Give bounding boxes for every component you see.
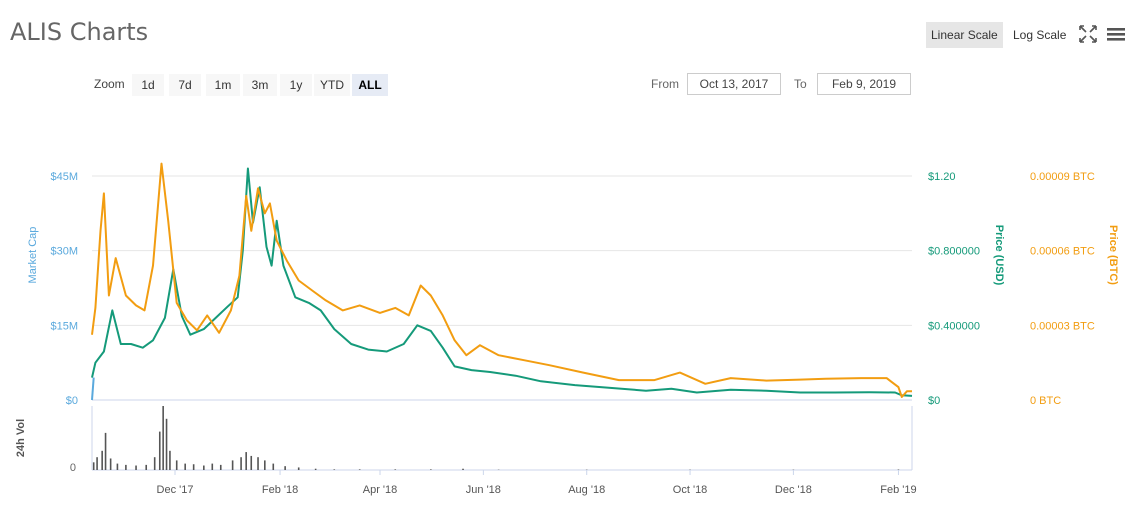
price-btc-tick-label: 0 BTC [1030, 395, 1061, 407]
zoom-7d-button[interactable]: 7d [169, 74, 201, 96]
volume-bar [314, 468, 317, 470]
price-usd-tick-label: $0 [928, 395, 940, 407]
x-tick-label: Feb '18 [262, 484, 298, 496]
volume-bar [333, 469, 336, 470]
to-date-input[interactable]: Feb 9, 2019 [817, 73, 911, 95]
volume-bar [240, 457, 242, 470]
x-tick-label: Aug '18 [568, 484, 605, 496]
series-line-market-cap [91, 377, 95, 401]
from-label: From [651, 77, 679, 91]
volume-bar [158, 431, 161, 470]
volume-tick-label: 0 [70, 462, 76, 474]
market-cap-tick-label: $30M [50, 246, 78, 258]
price-usd-axis-title: Price (USD) [993, 225, 1005, 286]
price-btc-tick-label: 0.00006 BTC [1030, 246, 1095, 258]
x-tick-label: Feb '19 [880, 484, 916, 496]
volume-bar [264, 460, 266, 470]
series-line-price-btc [91, 162, 912, 398]
volume-bar [104, 432, 107, 470]
market-cap-axis-title: Market Cap [27, 227, 39, 284]
market-cap-tick-label: $15M [50, 320, 78, 332]
volume-bar [394, 469, 397, 470]
volume-bar [165, 418, 168, 470]
zoom-1d-button[interactable]: 1d [132, 74, 164, 96]
volume-bar [169, 450, 171, 470]
price-usd-tick-label: $0.800000 [928, 246, 980, 258]
volume-bar [162, 406, 164, 470]
zoom-label: Zoom [94, 77, 125, 91]
zoom-all-button[interactable]: ALL [352, 74, 388, 96]
volume-bar [96, 457, 98, 470]
to-label: To [794, 77, 807, 91]
x-tick-label: Jun '18 [466, 484, 501, 496]
volume-bar [109, 458, 112, 470]
zoom-1m-button[interactable]: 1m [206, 74, 240, 96]
volume-bar [430, 469, 432, 470]
price-btc-tick-label: 0.00003 BTC [1030, 320, 1095, 332]
linear-scale-button[interactable]: Linear Scale [926, 22, 1003, 48]
page-title: ALIS Charts [10, 18, 149, 46]
volume-bar [101, 450, 103, 470]
price-btc-axis-title: Price (BTC) [1107, 225, 1119, 285]
volume-bar [897, 469, 900, 470]
zoom-ytd-button[interactable]: YTD [314, 74, 350, 96]
volume-bar [135, 465, 137, 470]
market-cap-tick-label: $45M [50, 171, 78, 183]
volume-bar [153, 457, 156, 470]
volume-bar [203, 465, 205, 470]
volume-bar [272, 463, 275, 470]
volume-bar [297, 467, 300, 470]
series-line-price-usd [91, 167, 913, 397]
price-usd-tick-label: $1.20 [928, 171, 956, 183]
log-scale-button[interactable]: Log Scale [1013, 28, 1067, 42]
volume-bar [219, 464, 222, 470]
volume-axis-title: 24h Vol [15, 419, 27, 457]
x-tick-label: Dec '17 [157, 484, 194, 496]
volume-bar [284, 466, 286, 470]
x-tick-label: Apr '18 [363, 484, 398, 496]
market-cap-tick-label: $0 [66, 395, 78, 407]
volume-bar [175, 460, 178, 470]
volume-bar [358, 469, 361, 470]
volume-bar [211, 463, 214, 470]
fullscreen-icon[interactable] [1076, 22, 1100, 46]
volume-bar [125, 464, 127, 470]
volume-bar [250, 455, 253, 470]
price-usd-tick-label: $0.400000 [928, 320, 980, 332]
zoom-1y-button[interactable]: 1y [280, 74, 312, 96]
price-btc-tick-label: 0.00009 BTC [1030, 171, 1095, 183]
hamburger-menu-icon[interactable] [1104, 22, 1128, 46]
x-tick-label: Oct '18 [673, 484, 708, 496]
volume-bar [231, 460, 234, 470]
volume-bar [116, 463, 119, 470]
from-date-input[interactable]: Oct 13, 2017 [687, 73, 781, 95]
volume-bar [192, 464, 195, 470]
x-tick-label: Dec '18 [775, 484, 812, 496]
volume-bar [145, 464, 148, 470]
zoom-3m-button[interactable]: 3m [243, 74, 277, 96]
volume-bar [257, 457, 259, 470]
volume-bar [184, 463, 186, 470]
volume-bar [92, 462, 95, 470]
volume-bar [245, 452, 247, 470]
volume-bar [462, 468, 464, 470]
